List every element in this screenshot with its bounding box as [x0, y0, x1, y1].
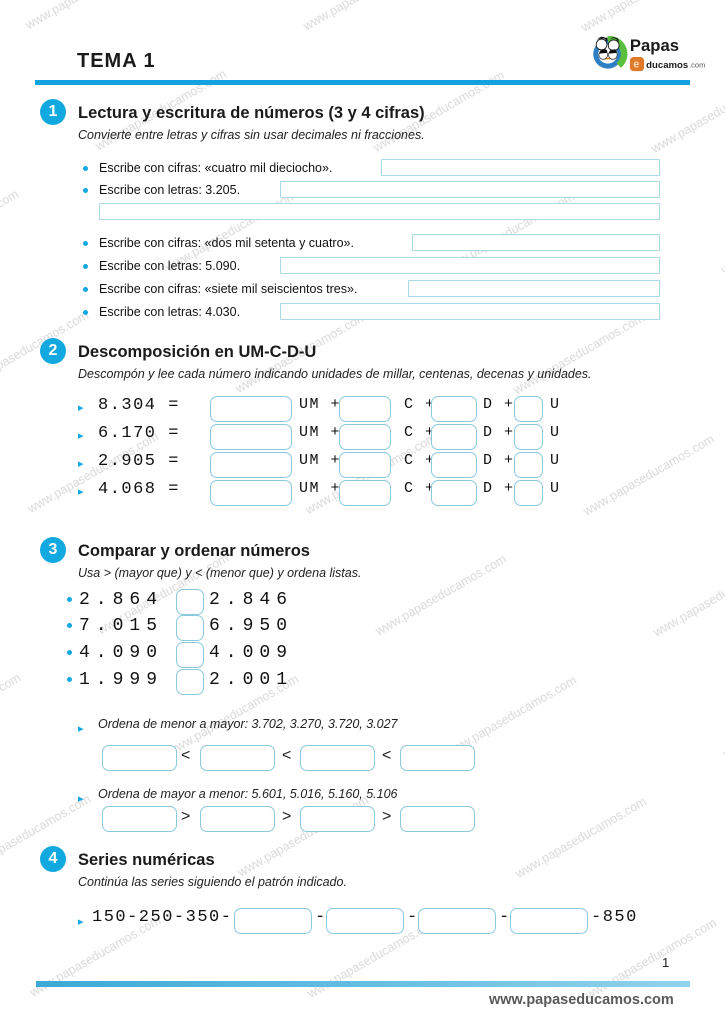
- svg-text:ducamos: ducamos: [646, 60, 688, 71]
- svg-text:.com: .com: [689, 60, 705, 69]
- svg-text:e: e: [633, 58, 639, 70]
- svg-text:Papas: Papas: [630, 36, 679, 55]
